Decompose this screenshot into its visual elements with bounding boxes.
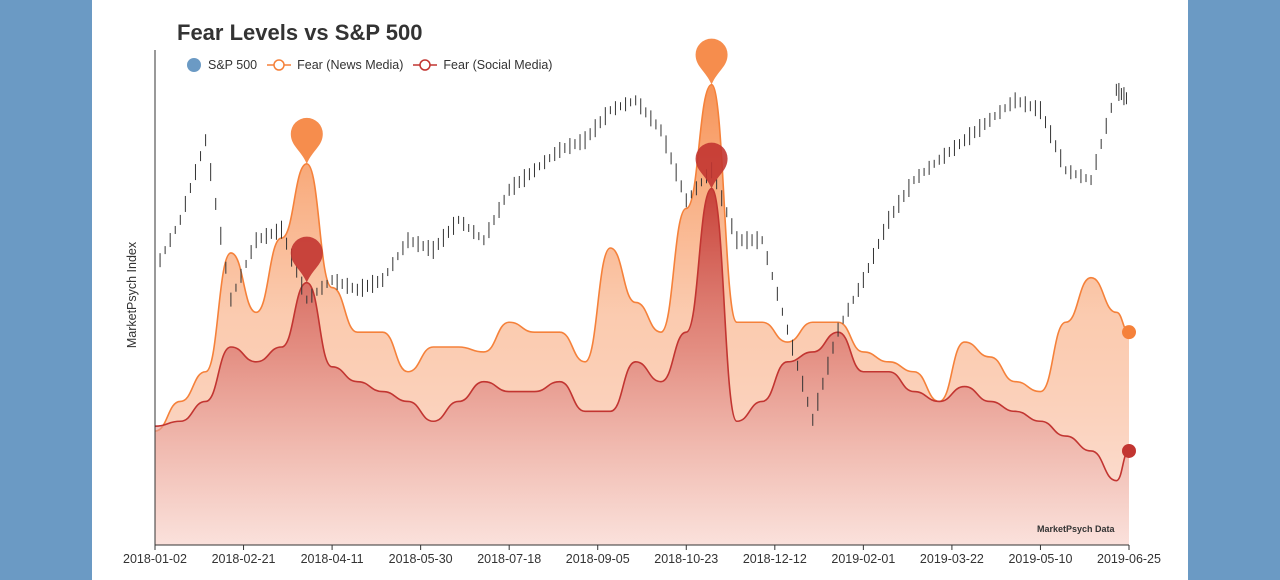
x-tick-label: 2018-07-18 [477, 552, 541, 566]
x-tick-label: 2018-01-02 [123, 552, 187, 566]
max-pin-social [290, 236, 323, 283]
max-pin-news [695, 38, 728, 85]
legend: S&P 500 Fear (News Media) Fear (Social M… [186, 57, 552, 73]
legend-news-marker-icon [267, 59, 292, 71]
x-tick-label: 2018-04-11 [301, 552, 364, 566]
area-fear-social [155, 188, 1129, 545]
x-tick-label: 2019-03-22 [920, 552, 984, 566]
x-tick-label: 2018-02-21 [212, 552, 276, 566]
max-pin-news [290, 117, 323, 164]
x-tick-label: 2018-05-30 [389, 552, 453, 566]
legend-item-sp500[interactable]: S&P 500 [186, 57, 257, 73]
end-point-news [1122, 325, 1136, 340]
end-point-social [1122, 443, 1136, 458]
legend-sp500-marker-icon [187, 58, 201, 72]
x-tick-label: 2018-10-23 [654, 552, 718, 566]
x-tick-label: 2018-12-12 [743, 552, 807, 566]
max-pin-social [695, 142, 728, 189]
legend-item-fear-social[interactable]: Fear (Social Media) [413, 58, 552, 72]
legend-label: S&P 500 [208, 58, 258, 72]
legend-social-marker-icon [413, 59, 438, 71]
chart-title: Fear Levels vs S&P 500 [177, 20, 423, 45]
x-tick-label: 2018-09-05 [566, 552, 630, 566]
data-credit: MarketPsych Data [1037, 524, 1115, 534]
line-fear-news [154, 83, 1130, 432]
x-tick-label: 2019-02-01 [831, 552, 895, 566]
legend-label: Fear (News Media) [297, 58, 404, 72]
legend-label: Fear (Social Media) [443, 58, 553, 72]
x-tick-label: 2019-06-25 [1097, 552, 1161, 566]
legend-item-fear-news[interactable]: Fear (News Media) [267, 58, 403, 72]
line-fear-social [154, 187, 1130, 482]
x-tick-label: 2019-05-10 [1008, 552, 1072, 566]
